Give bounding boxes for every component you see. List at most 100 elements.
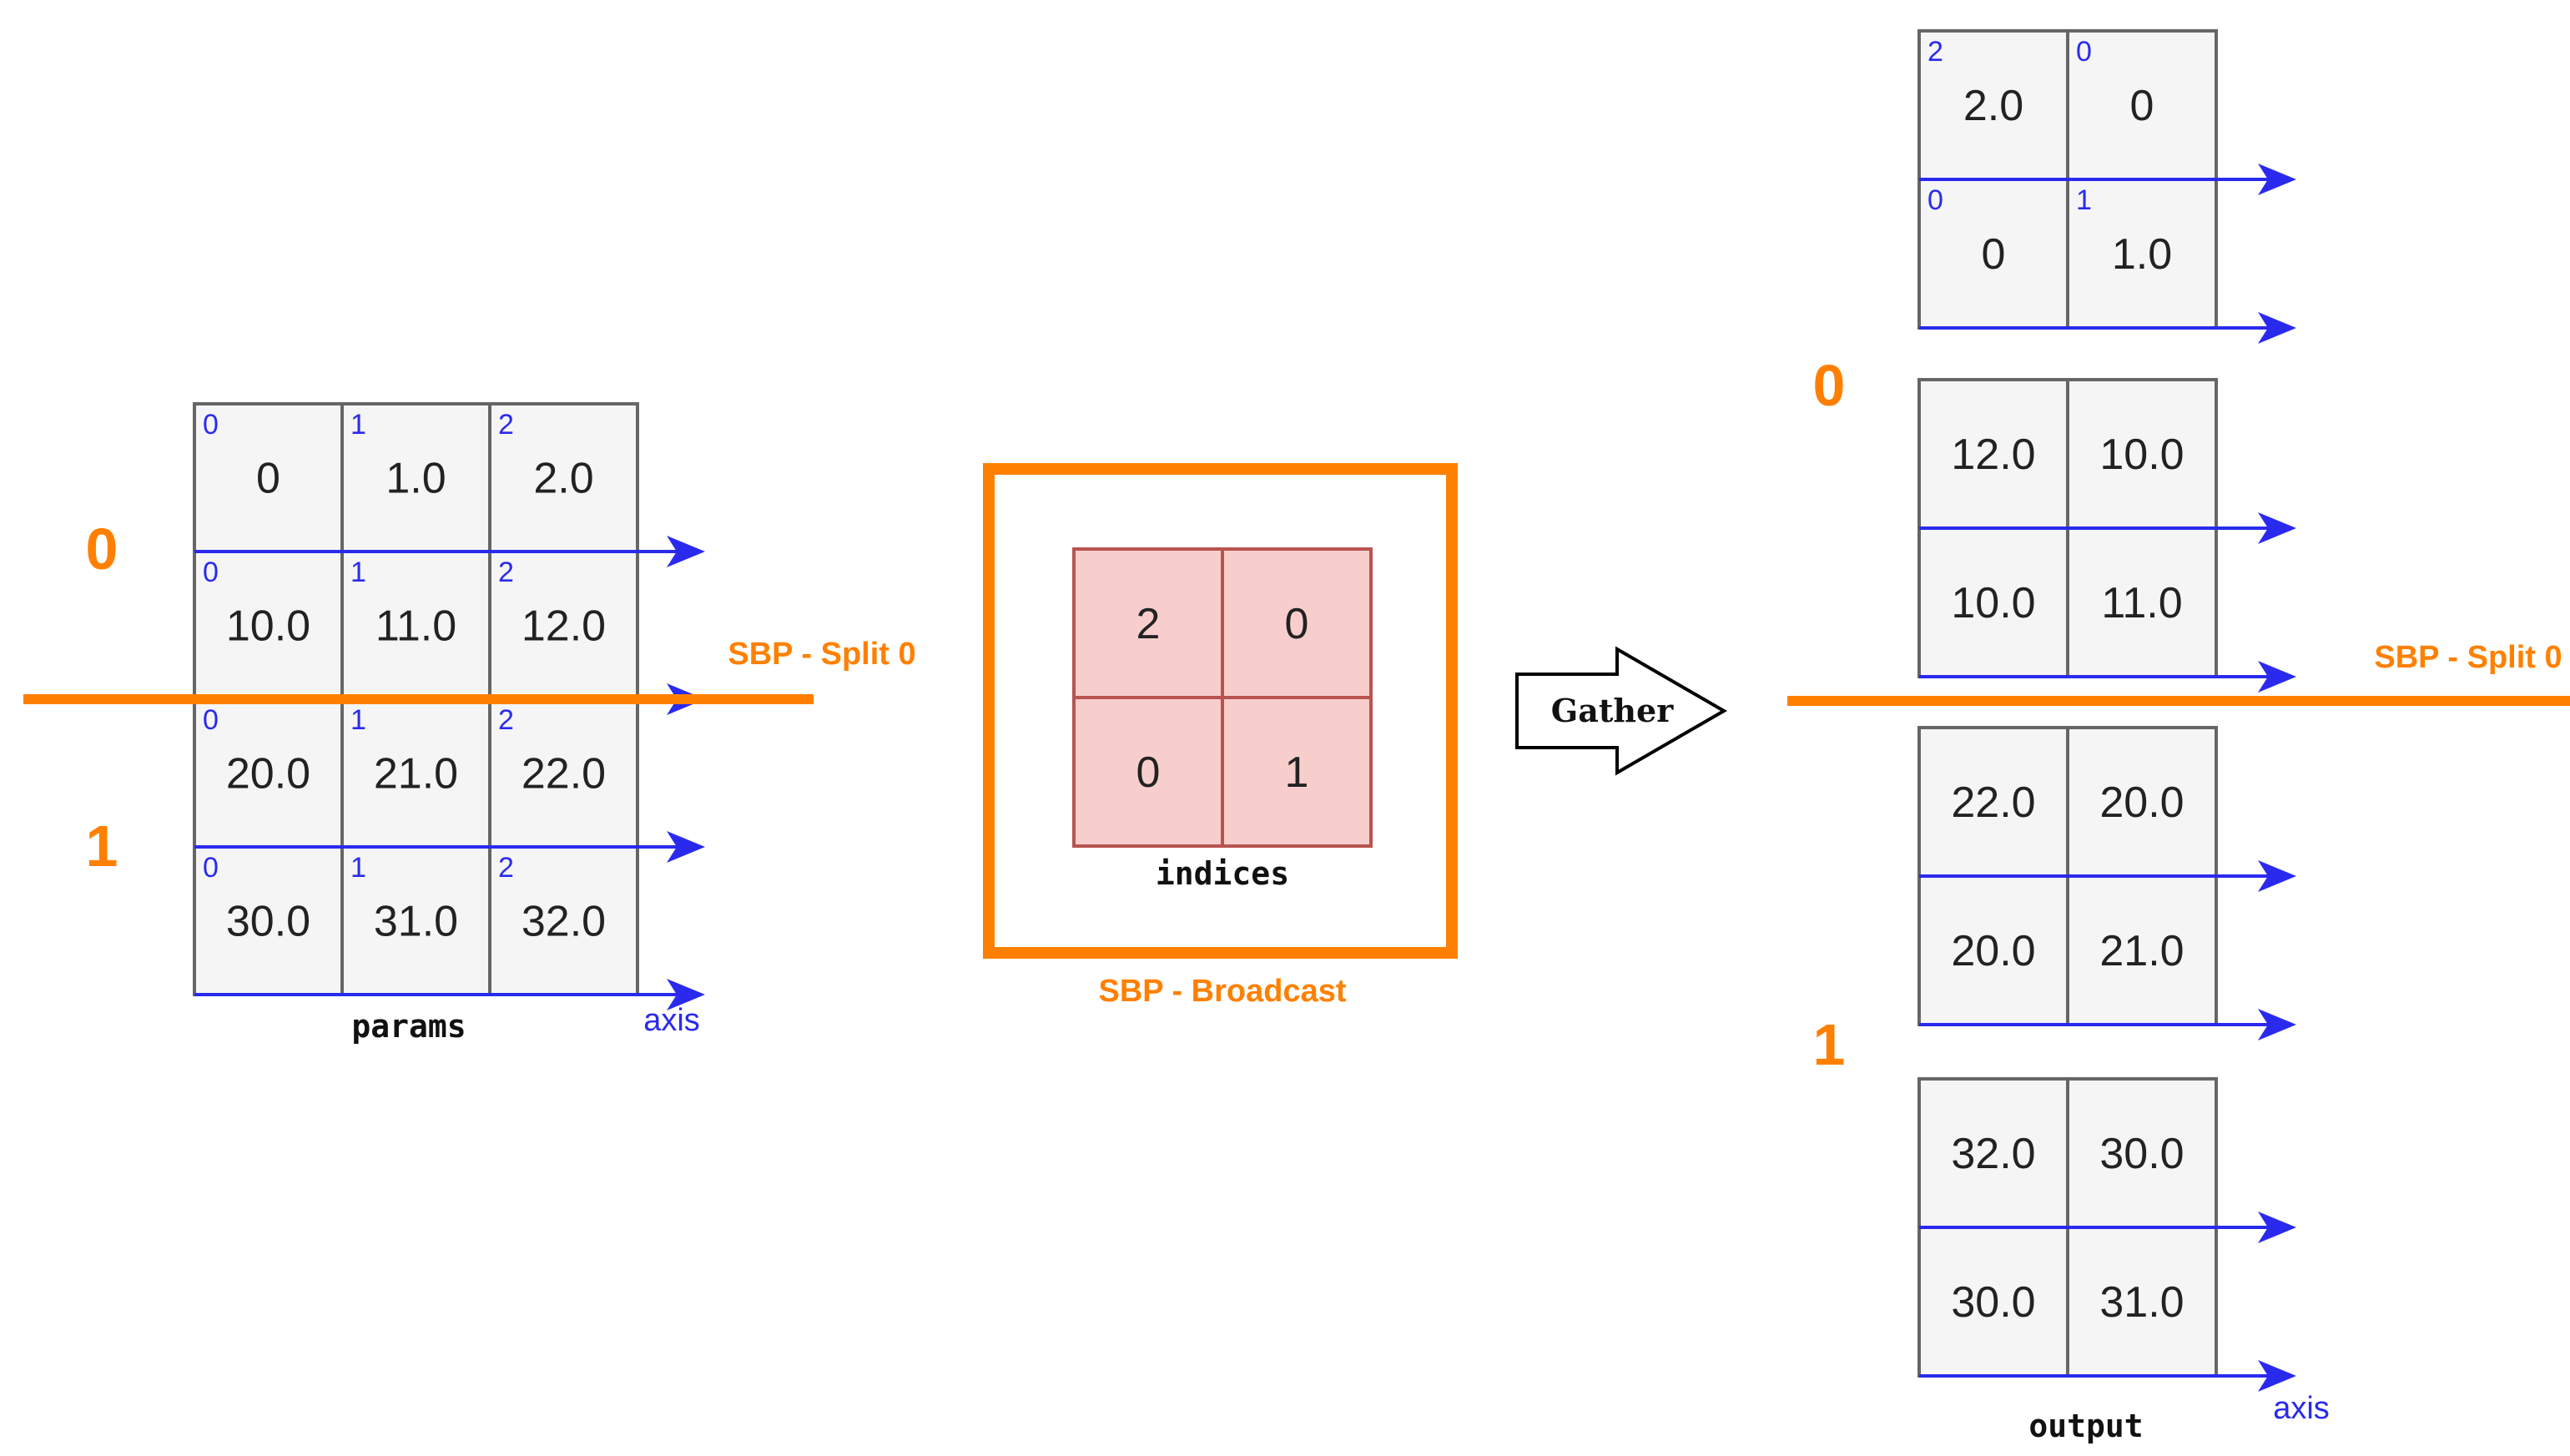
cell-value: 20.0 (1951, 927, 2035, 975)
cell-index: 1 (350, 704, 366, 736)
cell-index: 2 (498, 852, 514, 884)
cell-value: 21.0 (2099, 927, 2184, 975)
cell-value: 11.0 (375, 602, 456, 651)
cell-index: 2 (1928, 36, 1943, 68)
axis-arrow (1919, 661, 2296, 693)
cell-value: 0 (1982, 230, 2006, 279)
params-cell: 030.0 (193, 845, 344, 996)
gather-arrow (1515, 646, 1727, 776)
params-grid: 0011.022.0010.0111.0212.0020.0121.0222.0… (193, 402, 639, 996)
cell-value: 31.0 (2099, 1278, 2184, 1327)
params-cell: 11.0 (340, 402, 491, 553)
cell-value: 30.0 (2099, 1130, 2184, 1178)
axis-arrow (1919, 312, 2296, 344)
cell-value: 22.0 (1951, 778, 2035, 827)
cell-index: 2 (498, 409, 514, 441)
cell-index: 1 (350, 852, 366, 884)
indices-value: 1 (1285, 748, 1309, 797)
output-cell: 31.0 (2066, 1226, 2218, 1378)
broadcast-label: SBP - Broadcast (1098, 974, 1346, 1009)
output-cell: 12.0 (1917, 378, 2069, 530)
params-rank-0: 0 (86, 516, 118, 582)
params-cell: 222.0 (488, 698, 639, 849)
axis-arrow (1919, 1212, 2296, 1243)
output-cell: 22.0 (1917, 726, 2069, 878)
indices-cell: 2 (1072, 547, 1224, 699)
params-axis-label: axis (643, 1003, 700, 1038)
output-cell: 00 (1917, 178, 2069, 330)
output-cell: 30.0 (1917, 1226, 2069, 1378)
output-cell: 20.0 (1917, 874, 2069, 1026)
cell-index: 0 (203, 852, 219, 884)
axis-arrow (1919, 1360, 2296, 1392)
output-cell: 11.0 (2066, 178, 2218, 330)
output-rank-0: 0 (1813, 353, 1846, 418)
output-rank-1: 1 (1813, 1012, 1846, 1077)
params-split-label: SBP - Split 0 (728, 637, 915, 672)
indices-cell: 0 (1221, 547, 1373, 699)
output-axis-arrows (1919, 164, 2296, 1392)
output-cell: 20.0 (2066, 726, 2218, 878)
cell-index: 2 (498, 704, 514, 736)
indices-value: 0 (1136, 748, 1161, 797)
output-cell: 22.0 (1917, 29, 2069, 181)
cell-index: 0 (1928, 184, 1943, 216)
indices-caption: indices (1156, 855, 1289, 892)
cell-value: 32.0 (522, 898, 606, 946)
cell-value: 30.0 (226, 898, 310, 946)
indices-value: 2 (1136, 600, 1161, 648)
cell-value: 20.0 (2099, 778, 2184, 827)
cell-value: 0 (2130, 82, 2154, 130)
cell-index: 1 (350, 557, 366, 588)
output-cell: 11.0 (2066, 526, 2218, 678)
params-cell: 131.0 (340, 845, 491, 996)
indices-grid: 2 00 1 (1072, 547, 1373, 848)
cell-index: 1 (2076, 184, 2092, 216)
output-cell: 10.0 (1917, 526, 2069, 678)
cell-value: 31.0 (374, 898, 458, 946)
axis-arrow (194, 536, 705, 567)
cell-index: 2 (498, 557, 514, 588)
cell-value: 10.0 (226, 602, 310, 651)
params-cell: 212.0 (488, 550, 639, 701)
cell-value: 11.0 (2101, 579, 2182, 627)
cell-index: 0 (203, 409, 219, 441)
output-cell: 10.0 (2066, 378, 2218, 530)
params-cell: 22.0 (488, 402, 639, 553)
cell-index: 0 (203, 704, 219, 736)
indices-cell: 0 (1072, 696, 1224, 848)
indices-cell: 1 (1221, 696, 1373, 848)
axis-arrow (1919, 164, 2296, 195)
axis-arrow (1919, 1009, 2296, 1040)
params-cell: 020.0 (193, 698, 344, 849)
broadcast-frame (983, 463, 1458, 959)
indices-value: 0 (1285, 600, 1309, 648)
cell-index: 0 (2076, 36, 2092, 68)
cell-value: 12.0 (1951, 431, 2035, 479)
params-cell: 232.0 (488, 845, 639, 996)
params-cell: 00 (193, 402, 344, 553)
cell-value: 22.0 (522, 750, 606, 799)
cell-value: 12.0 (522, 602, 606, 651)
cell-index: 1 (350, 409, 366, 441)
cell-value: 2.0 (1963, 82, 2023, 130)
cell-index: 0 (203, 557, 219, 588)
output-axis-label: axis (2273, 1391, 2330, 1426)
cell-value: 32.0 (1951, 1130, 2035, 1178)
params-cell: 121.0 (340, 698, 491, 849)
output-split-label: SBP - Split 0 (2374, 640, 2562, 675)
cell-value: 0 (256, 455, 280, 503)
gather-label: Gather (1551, 692, 1674, 729)
output-cell: 32.0 (1917, 1077, 2069, 1229)
params-cell: 111.0 (340, 550, 491, 701)
cell-value: 1.0 (386, 455, 446, 503)
output-cell: 21.0 (2066, 874, 2218, 1026)
output-caption: output (2028, 1408, 2143, 1444)
params-rank-1: 1 (86, 814, 118, 879)
output-block: 22.0 20.0 20.0 21.0 (1917, 726, 2218, 1026)
axis-arrow (1919, 512, 2296, 544)
cell-value: 20.0 (226, 750, 310, 799)
cell-value: 21.0 (374, 750, 458, 799)
